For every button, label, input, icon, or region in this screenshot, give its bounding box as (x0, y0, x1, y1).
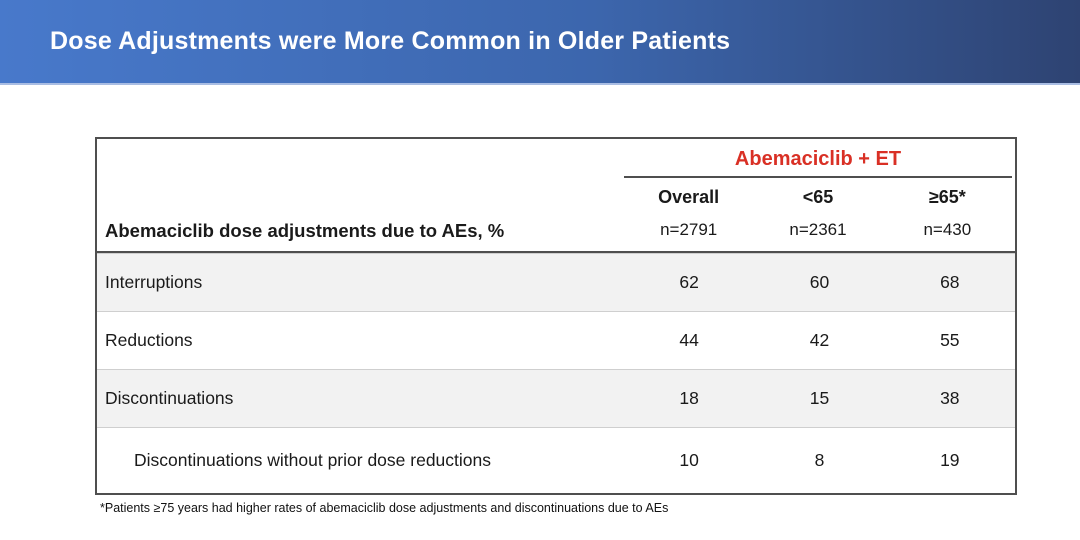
column-header-65-and-over: ≥65* (928, 187, 966, 207)
n-under-65: n=2361 (789, 220, 847, 239)
table-header: Abemaciclib dose adjustments due to AEs,… (97, 139, 1015, 253)
data-cell-under-65: 42 (809, 330, 830, 350)
data-cell-under-65: 15 (809, 388, 830, 408)
table-row-discontinuations-without-prior-reductions: Discontinuations without prior dose redu… (97, 427, 1015, 493)
column-headers-row: Overall <65 ≥65* (624, 178, 1012, 208)
title-bar: Dose Adjustments were More Common in Old… (0, 0, 1080, 85)
n-65-and-over: n=430 (923, 220, 972, 239)
slide-title: Dose Adjustments were More Common in Old… (50, 27, 731, 55)
data-cell-65-and-over: 68 (940, 272, 960, 292)
row-label: Interruptions (105, 272, 203, 292)
data-cell-overall: 10 (679, 450, 699, 470)
column-header-under-65: <65 (802, 187, 834, 207)
data-cell-under-65: 8 (814, 450, 825, 470)
table-row-discontinuations: Discontinuations 18 15 38 (97, 369, 1015, 427)
data-cell-65-and-over: 55 (940, 330, 960, 350)
row-label: Discontinuations without prior dose redu… (134, 450, 491, 470)
n-overall: n=2791 (660, 220, 718, 239)
data-cell-under-65: 60 (809, 272, 830, 292)
footnote: *Patients ≥75 years had higher rates of … (100, 501, 669, 515)
data-cell-overall: 44 (679, 330, 699, 350)
dose-adjustments-table: Abemaciclib dose adjustments due to AEs,… (95, 137, 1017, 495)
data-cell-overall: 62 (679, 272, 699, 292)
row-group-header: Abemaciclib dose adjustments due to AEs,… (105, 220, 505, 241)
table-row-interruptions: Interruptions 62 60 68 (97, 253, 1015, 311)
treatment-group-header: Abemaciclib + ET Overall <65 ≥65* n=2791… (624, 139, 1015, 251)
column-header-overall: Overall (658, 187, 720, 207)
sample-size-row: n=2791 n=2361 n=430 (624, 208, 1012, 240)
data-cell-65-and-over: 38 (940, 388, 960, 408)
abemaciclib-et-header: Abemaciclib + ET (624, 139, 1012, 178)
row-label: Reductions (105, 330, 193, 350)
data-cell-65-and-over: 19 (940, 450, 960, 470)
row-label: Discontinuations (105, 388, 234, 408)
table-row-reductions: Reductions 44 42 55 (97, 311, 1015, 369)
data-cell-overall: 18 (679, 388, 699, 408)
